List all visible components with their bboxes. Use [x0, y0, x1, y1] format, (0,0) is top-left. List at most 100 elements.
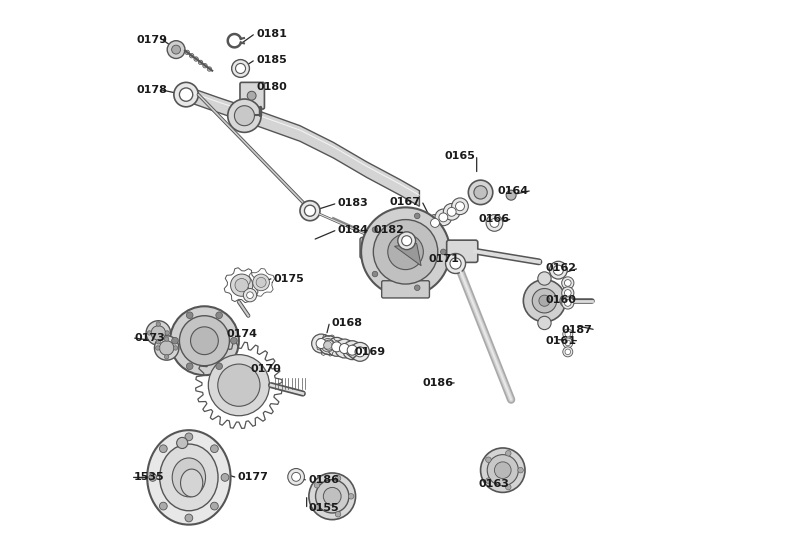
Circle shape [221, 473, 229, 481]
Circle shape [565, 280, 571, 286]
Circle shape [539, 295, 550, 306]
Text: 0175: 0175 [274, 273, 305, 284]
Circle shape [565, 331, 570, 337]
Text: 0164: 0164 [498, 185, 529, 196]
Circle shape [350, 343, 370, 361]
Circle shape [174, 82, 198, 107]
Circle shape [185, 433, 193, 441]
Circle shape [190, 327, 218, 355]
Circle shape [147, 331, 152, 335]
Circle shape [234, 106, 254, 126]
Circle shape [327, 338, 346, 356]
Circle shape [414, 213, 420, 219]
Circle shape [562, 287, 574, 299]
Circle shape [481, 448, 525, 492]
Text: 0162: 0162 [545, 263, 576, 273]
Circle shape [221, 367, 258, 403]
Text: 0170: 0170 [250, 364, 282, 374]
Circle shape [154, 336, 179, 360]
Text: 0167: 0167 [390, 197, 421, 207]
Circle shape [185, 514, 193, 522]
Circle shape [452, 198, 468, 214]
Circle shape [202, 63, 207, 68]
Circle shape [347, 345, 358, 355]
Circle shape [486, 457, 491, 462]
Text: 0155: 0155 [308, 503, 339, 513]
Circle shape [230, 274, 253, 296]
Circle shape [309, 473, 355, 520]
Circle shape [292, 472, 301, 481]
Circle shape [247, 91, 256, 100]
Circle shape [339, 344, 350, 354]
Circle shape [159, 445, 167, 453]
Circle shape [450, 258, 461, 269]
Circle shape [342, 341, 362, 360]
Circle shape [300, 201, 320, 221]
Circle shape [146, 321, 170, 345]
Circle shape [486, 478, 491, 483]
Circle shape [235, 63, 246, 74]
Polygon shape [345, 345, 361, 359]
Circle shape [402, 236, 412, 246]
Text: 0185: 0185 [256, 55, 287, 65]
Text: 0177: 0177 [238, 472, 269, 482]
Circle shape [550, 261, 567, 279]
Circle shape [562, 347, 573, 357]
Circle shape [506, 190, 516, 200]
Circle shape [174, 346, 178, 350]
Text: 1535: 1535 [134, 472, 165, 482]
Circle shape [490, 218, 499, 227]
Circle shape [565, 290, 571, 296]
Circle shape [441, 249, 446, 255]
Circle shape [246, 292, 254, 299]
Circle shape [179, 316, 230, 366]
Circle shape [554, 265, 563, 275]
Circle shape [430, 218, 439, 227]
Circle shape [446, 253, 466, 273]
Circle shape [243, 289, 257, 302]
Circle shape [190, 53, 194, 58]
Circle shape [256, 277, 266, 287]
Text: 0165: 0165 [444, 152, 475, 162]
Text: 0181: 0181 [256, 29, 287, 39]
Polygon shape [188, 87, 419, 206]
Circle shape [355, 347, 365, 357]
Circle shape [518, 467, 523, 473]
Circle shape [523, 280, 566, 322]
Circle shape [316, 339, 326, 349]
Circle shape [321, 339, 334, 352]
Circle shape [165, 331, 170, 335]
Text: 0186: 0186 [423, 378, 454, 388]
Circle shape [335, 511, 341, 517]
Circle shape [538, 272, 551, 285]
Circle shape [151, 326, 166, 340]
Ellipse shape [160, 444, 218, 511]
Circle shape [312, 334, 330, 353]
FancyBboxPatch shape [240, 82, 265, 109]
Circle shape [218, 364, 260, 406]
Text: 0160: 0160 [546, 295, 576, 305]
Text: 0186: 0186 [308, 475, 339, 485]
Text: 0173: 0173 [135, 333, 166, 343]
Circle shape [447, 207, 456, 216]
Circle shape [348, 494, 354, 499]
Circle shape [486, 214, 502, 231]
Circle shape [374, 219, 438, 284]
Circle shape [165, 337, 169, 341]
Circle shape [562, 338, 573, 348]
Circle shape [156, 340, 161, 344]
Circle shape [372, 271, 378, 277]
Circle shape [159, 341, 174, 355]
Circle shape [562, 329, 573, 339]
Circle shape [332, 342, 342, 352]
Circle shape [487, 455, 518, 486]
Circle shape [232, 60, 250, 77]
Text: 0187: 0187 [562, 325, 593, 335]
Text: 0163: 0163 [478, 479, 510, 489]
Circle shape [439, 213, 448, 222]
Ellipse shape [147, 430, 230, 525]
Text: 0169: 0169 [354, 347, 386, 357]
Text: 0171: 0171 [429, 254, 459, 264]
Circle shape [208, 355, 270, 416]
Circle shape [165, 355, 169, 359]
